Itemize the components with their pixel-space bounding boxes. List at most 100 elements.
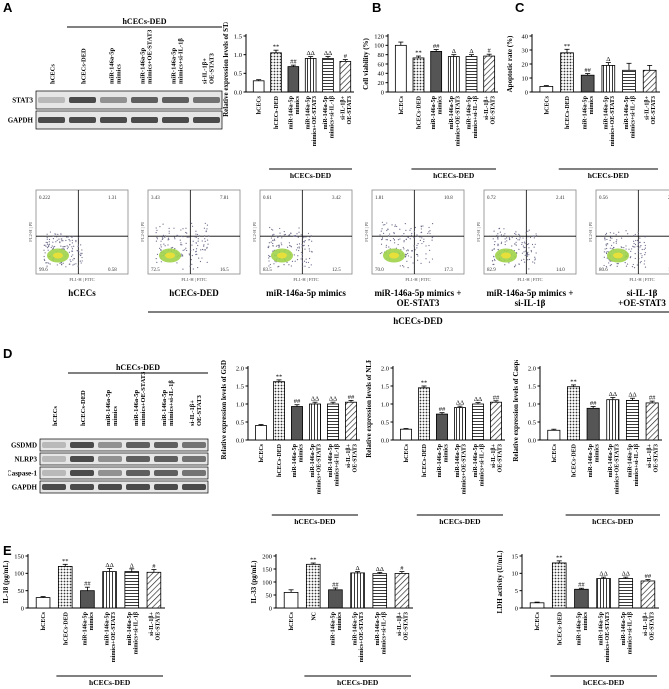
facs-event — [275, 245, 278, 247]
panel-label-b: B — [372, 0, 382, 15]
facs-event — [605, 251, 607, 253]
facs-quadrant-value: 3.43 — [151, 196, 160, 201]
chart-bar — [345, 401, 357, 441]
facs-event — [423, 241, 425, 243]
facs-quadrant-value: 0.61 — [263, 196, 272, 201]
chart-category-label: hCECs-DED — [63, 611, 69, 645]
blot-band — [193, 117, 220, 123]
facs-event — [305, 261, 307, 263]
facs-event — [73, 263, 75, 265]
facs-event — [420, 228, 422, 230]
facs-event — [294, 260, 296, 262]
facs-event — [382, 224, 384, 226]
facs-event — [419, 239, 421, 242]
chart-significance: # — [488, 48, 492, 55]
chart-significance: # — [344, 53, 348, 60]
chart-bar — [586, 407, 600, 441]
facs-event — [186, 232, 188, 234]
facs-event — [644, 253, 646, 256]
facs-event — [429, 230, 431, 232]
facs-event — [191, 263, 193, 265]
chart-y-tick-label: 40 — [522, 33, 529, 40]
facs-event — [384, 224, 386, 226]
facs-event — [201, 248, 204, 251]
facs-event — [497, 243, 499, 245]
chart-category-label: miR-146a-5pmimics+si-IL-1β — [127, 611, 140, 654]
chart-significance: ** — [273, 44, 280, 51]
facs-event — [48, 262, 50, 264]
chart-group-label: hCECs-DED — [89, 678, 131, 687]
blot-band — [98, 442, 122, 448]
facs-event — [79, 254, 82, 257]
facs-event — [406, 260, 408, 262]
chart-ylabel: Apoptotic rate (%) — [506, 35, 514, 92]
chart-y-tick-label: 10 — [512, 571, 519, 578]
facs-event — [272, 242, 274, 245]
facs-event — [604, 239, 606, 241]
chart-group-label: hCECs-DED — [294, 517, 336, 526]
facs-event — [308, 266, 310, 269]
chart-bar — [394, 573, 410, 609]
facs-event — [61, 238, 63, 240]
facs-event — [393, 239, 395, 241]
facs-event — [196, 233, 199, 236]
facs-event — [420, 231, 422, 234]
bar-chart-b: Cell viability (%) 0 20 40 60 80 100 120 hCECs **… — [362, 33, 498, 180]
chart-y-tick-label: 0 — [525, 89, 528, 96]
facs-event — [44, 252, 46, 254]
chart-significance: ## — [578, 582, 585, 589]
facs-event — [402, 246, 404, 249]
facs-quadrant-value: 7.81 — [220, 196, 229, 201]
chart-significance: ΔΔ — [329, 396, 337, 403]
chart-category-label: si-IL-1β+OE-STAT3 — [149, 611, 162, 640]
facs-event — [206, 261, 208, 263]
blot-band — [162, 97, 189, 103]
chart-bar — [287, 66, 300, 93]
facs-event — [389, 239, 392, 242]
facs-event — [192, 240, 194, 242]
facs-event — [504, 243, 506, 246]
facs-event — [515, 233, 517, 235]
facs-event — [500, 234, 503, 236]
facs-event — [60, 233, 62, 235]
facs-event — [62, 235, 64, 238]
chart-ylabel: Relative expression levels of Caspase-1 — [512, 360, 520, 462]
facs-event — [526, 252, 529, 255]
facs-event — [188, 236, 190, 238]
facs-event — [67, 246, 69, 248]
chart-significance: ## — [433, 43, 440, 50]
facs-event — [533, 237, 535, 239]
facs-event — [180, 235, 183, 237]
facs-event — [533, 262, 536, 264]
chart-y-tick-label: 0.0 — [234, 89, 242, 96]
facs-event — [207, 243, 209, 245]
facs-event — [634, 246, 636, 248]
facs-event — [385, 239, 387, 241]
facs-event — [302, 237, 304, 239]
chart-y-tick-label: 0.5 — [381, 419, 389, 426]
facs-event — [283, 264, 285, 266]
panel-label-c: C — [515, 0, 525, 15]
facs-event — [159, 247, 161, 249]
facs-event — [69, 243, 71, 246]
blot-band — [98, 470, 122, 476]
facs-event — [48, 241, 50, 243]
facs-event — [385, 244, 387, 246]
facs-event — [76, 249, 78, 252]
facs-event — [300, 258, 302, 260]
facs-event — [393, 232, 395, 235]
chart-y-tick-label: 20 — [522, 61, 529, 68]
chart-category-label: miR-146a-5pmimics+OE-STAT3 — [105, 611, 118, 662]
facs-event — [638, 257, 640, 260]
facs-event — [65, 266, 67, 268]
facs-event — [634, 257, 636, 260]
chart-y-tick-label: 200 — [262, 553, 272, 560]
chart-bar — [273, 381, 285, 441]
facs-event — [204, 240, 206, 242]
facs-event — [307, 245, 310, 247]
facs-event — [421, 237, 423, 239]
facs-event — [75, 263, 77, 265]
facs-event — [609, 237, 612, 239]
facs-event — [395, 247, 397, 249]
facs-event — [636, 245, 638, 247]
